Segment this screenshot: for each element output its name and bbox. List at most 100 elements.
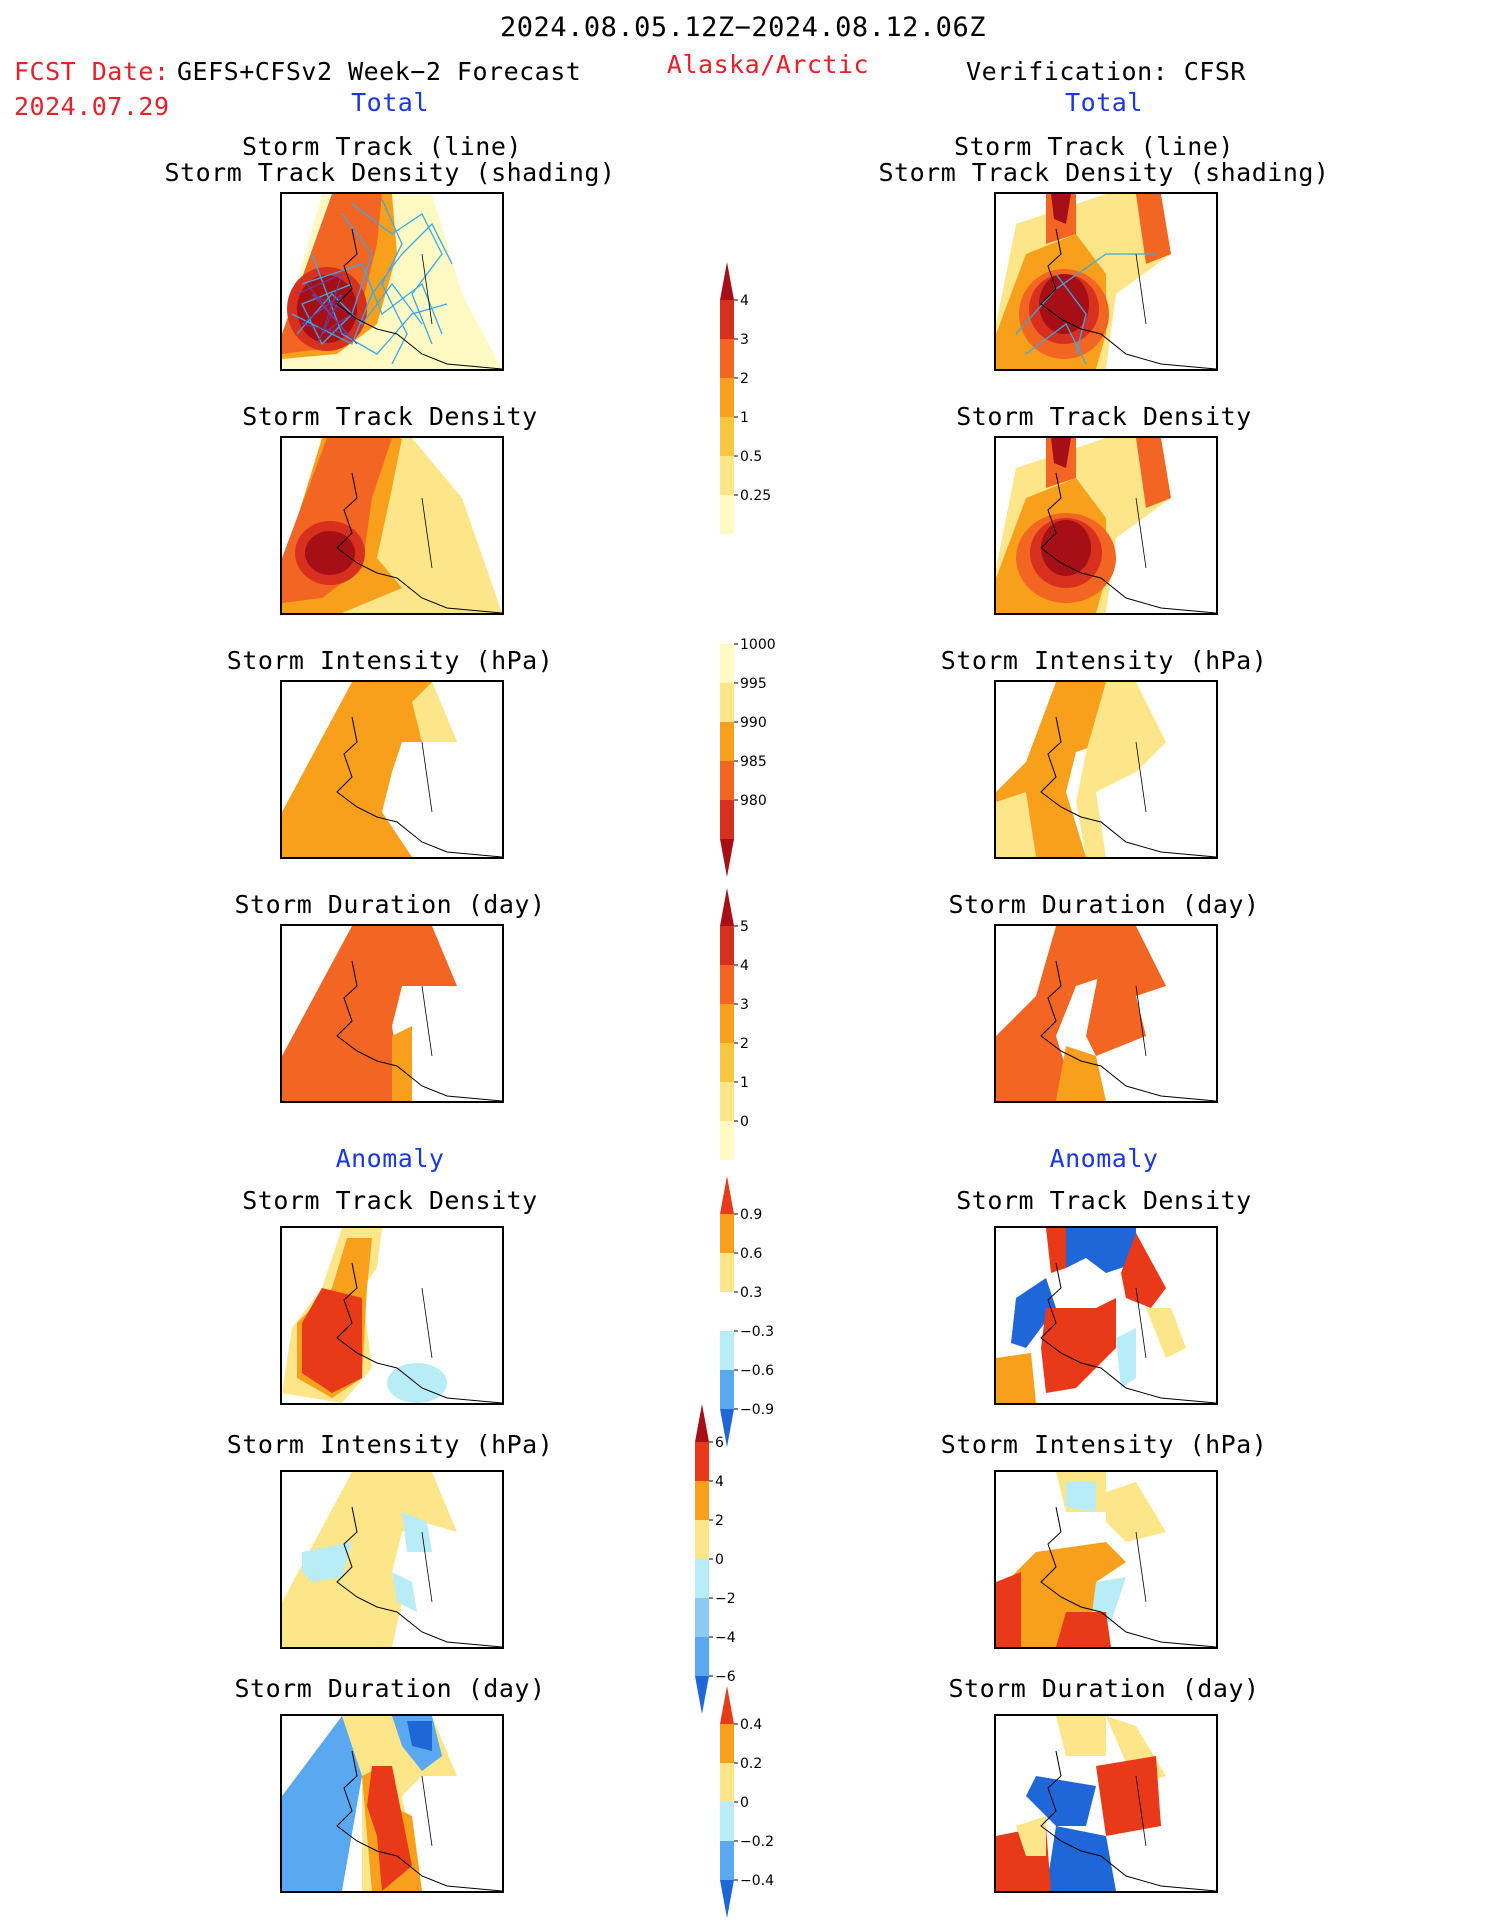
map-density-anom-right xyxy=(994,1226,1218,1405)
density-anomaly-label: −0.9 xyxy=(740,1402,774,1418)
duration-anomaly-segment xyxy=(720,1802,734,1841)
duration-total-segment xyxy=(720,1082,734,1121)
intensity-anomaly-segment xyxy=(695,1520,709,1559)
map-intensity-anom-right xyxy=(994,1470,1218,1649)
intensity-anomaly-segment xyxy=(695,1404,709,1442)
colorbar-duration-anomaly: 0.4 0.2 0 −0.2 −0.4 xyxy=(720,1686,800,1926)
intensity-anomaly-segment xyxy=(695,1637,709,1676)
density-total-segment xyxy=(720,262,734,300)
density-total-label: 2 xyxy=(740,371,749,387)
density-anomaly-label: 0.3 xyxy=(740,1285,762,1301)
left-total-label: Total xyxy=(351,88,429,117)
intensity-anomaly-label: 6 xyxy=(715,1435,724,1451)
title-intensity-anom-right: Storm Intensity (hPa) xyxy=(940,1430,1268,1459)
density-anomaly-segment xyxy=(720,1409,734,1447)
duration-anomaly-label: 0 xyxy=(740,1795,749,1811)
title-intensity-right: Storm Intensity (hPa) xyxy=(940,646,1268,675)
fcst-date: 2024.07.29 xyxy=(14,92,170,121)
density-total-segment xyxy=(720,417,734,456)
intensity-total-label: 980 xyxy=(740,793,767,809)
density-total-segment xyxy=(720,456,734,495)
title-track-shading-left: Storm Track Density (shading) xyxy=(164,158,616,187)
intensity-total-segment xyxy=(720,839,734,877)
density-total-label: 0.5 xyxy=(740,449,762,465)
density-anomaly-label: 0.9 xyxy=(740,1207,762,1223)
density-total-segment xyxy=(720,378,734,417)
intensity-total-segment xyxy=(720,722,734,761)
duration-anomaly-label: −0.2 xyxy=(740,1834,774,1850)
map-intensity-right xyxy=(994,680,1218,859)
duration-total-label: 1 xyxy=(740,1075,749,1091)
density-anomaly-segment xyxy=(720,1214,734,1253)
density-total-segment xyxy=(720,300,734,339)
duration-total-segment xyxy=(720,926,734,965)
right-anomaly-label: Anomaly xyxy=(1049,1144,1159,1173)
intensity-total-label: 995 xyxy=(740,676,767,692)
fcst-date-label: FCST Date: xyxy=(14,57,170,86)
density-total-segment xyxy=(720,495,734,534)
duration-total-segment xyxy=(720,888,734,926)
colorbar-duration-total: 5 4 3 2 1 0 xyxy=(720,888,800,1168)
map-intensity-left xyxy=(280,680,504,859)
map-duration-right xyxy=(994,924,1218,1103)
duration-total-segment xyxy=(720,1004,734,1043)
intensity-total-segment xyxy=(720,683,734,722)
colorbar-intensity-anomaly: 6 4 2 0 −2 −4 −6 xyxy=(695,1404,775,1722)
density-total-segment xyxy=(720,339,734,378)
density-total-label: 3 xyxy=(740,332,749,348)
intensity-total-segment xyxy=(720,761,734,800)
density-total-label: 0.25 xyxy=(740,488,771,504)
density-anomaly-segment xyxy=(720,1292,734,1331)
map-track-right xyxy=(994,192,1218,371)
map-density-anom-left xyxy=(280,1226,504,1405)
colorbar-density-total: 4 3 2 1 0.5 0.25 xyxy=(720,262,800,542)
density-anomaly-segment xyxy=(720,1370,734,1409)
title-intensity-left: Storm Intensity (hPa) xyxy=(226,646,554,675)
title-track-line-left: Storm Track (line) xyxy=(242,132,522,161)
title-duration-left: Storm Duration (day) xyxy=(234,890,546,919)
intensity-anomaly-label: 2 xyxy=(715,1513,724,1529)
period-title: 2024.08.05.12Z−2024.08.12.06Z xyxy=(500,12,986,43)
title-density-right: Storm Track Density xyxy=(956,402,1252,431)
region-label: Alaska/Arctic xyxy=(666,50,870,79)
title-density-left: Storm Track Density xyxy=(242,402,538,431)
map-intensity-anom-left xyxy=(280,1470,504,1649)
duration-anomaly-label: −0.4 xyxy=(740,1873,774,1889)
intensity-anomaly-segment xyxy=(695,1559,709,1598)
duration-total-label: 3 xyxy=(740,997,749,1013)
duration-anomaly-segment xyxy=(720,1686,734,1724)
map-duration-anom-right xyxy=(994,1714,1218,1893)
intensity-anomaly-label: −4 xyxy=(715,1630,736,1646)
duration-anomaly-svg: 0.4 0.2 0 −0.2 −0.4 xyxy=(720,1686,774,1918)
title-duration-right: Storm Duration (day) xyxy=(948,890,1260,919)
left-anomaly-label: Anomaly xyxy=(335,1144,445,1173)
forecast-name: GEFS+CFSv2 Week−2 Forecast xyxy=(177,57,582,86)
colorbar-intensity-total: 1000 995 990 985 980 xyxy=(720,637,800,885)
intensity-total-label: 985 xyxy=(740,754,767,770)
title-density-anom-left: Storm Track Density xyxy=(242,1186,538,1215)
density-anomaly-label: −0.6 xyxy=(740,1363,774,1379)
duration-anomaly-label: 0.4 xyxy=(740,1717,762,1733)
intensity-total-label: 1000 xyxy=(740,637,776,653)
intensity-anomaly-svg: 6 4 2 0 −2 −4 −6 xyxy=(695,1404,736,1714)
density-total-label: 1 xyxy=(740,410,749,426)
intensity-total-svg: 1000 995 990 985 980 xyxy=(720,637,776,877)
title-track-line-right: Storm Track (line) xyxy=(954,132,1234,161)
duration-anomaly-label: 0.2 xyxy=(740,1756,762,1772)
duration-total-label: 5 xyxy=(740,919,749,935)
map-density-left xyxy=(280,436,504,615)
intensity-anomaly-label: 4 xyxy=(715,1474,724,1490)
intensity-anomaly-segment xyxy=(695,1598,709,1637)
map-duration-left xyxy=(280,924,504,1103)
duration-anomaly-segment xyxy=(720,1763,734,1802)
title-duration-anom-left: Storm Duration (day) xyxy=(234,1674,546,1703)
duration-total-segment xyxy=(720,1043,734,1082)
intensity-anomaly-label: −6 xyxy=(715,1669,736,1685)
map-duration-anom-left xyxy=(280,1714,504,1893)
map-density-right xyxy=(994,436,1218,615)
title-intensity-anom-left: Storm Intensity (hPa) xyxy=(226,1430,554,1459)
duration-total-label: 2 xyxy=(740,1036,749,1052)
intensity-anomaly-segment xyxy=(695,1442,709,1481)
duration-total-svg: 5 4 3 2 1 0 xyxy=(720,888,749,1160)
intensity-anomaly-label: −2 xyxy=(715,1591,736,1607)
